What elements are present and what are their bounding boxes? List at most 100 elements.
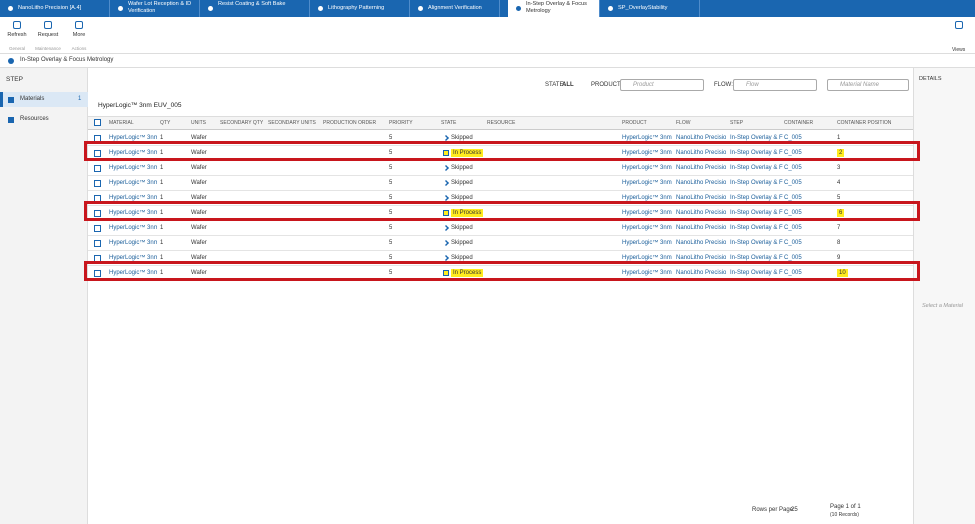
tab[interactable]: Alignment Verification [410, 0, 500, 17]
cell-container[interactable]: C_005 [784, 135, 802, 141]
column-header[interactable]: STEP [730, 120, 744, 126]
cell-product[interactable]: HyperLogic™ 3nm [622, 210, 672, 216]
cell-container[interactable]: C_005 [784, 165, 802, 171]
material-input[interactable]: Material Name [827, 79, 909, 91]
row-checkbox[interactable] [94, 225, 101, 232]
column-header[interactable]: STATE [441, 120, 457, 126]
tab[interactable]: SP_OverlayStability [600, 0, 700, 17]
cell-step[interactable]: In-Step Overlay & F [730, 240, 783, 246]
state-value[interactable]: ALL [562, 82, 574, 88]
cell-step[interactable]: In-Step Overlay & F [730, 270, 783, 276]
cell-flow[interactable]: NanoLitho Precisio [676, 240, 727, 246]
column-header[interactable]: FLOW [676, 120, 691, 126]
tab-icon [118, 6, 123, 11]
cell-container[interactable]: C_005 [784, 210, 802, 216]
cell-container[interactable]: C_005 [784, 270, 802, 276]
cell-flow[interactable]: NanoLitho Precisio [676, 195, 727, 201]
column-header[interactable]: UNITS [191, 120, 206, 126]
tab[interactable]: Lithography Patterning [310, 0, 410, 17]
cell-product[interactable]: HyperLogic™ 3nm [622, 135, 672, 141]
cell-product[interactable]: HyperLogic™ 3nm [622, 180, 672, 186]
cell-flow[interactable]: NanoLitho Precisio [676, 135, 727, 141]
row-checkbox[interactable] [94, 210, 101, 217]
button-label: Refresh [7, 32, 27, 38]
tab[interactable]: Resist Coating & Soft Bake [200, 0, 310, 17]
cell-material[interactable]: HyperLogic™ 3nm [109, 180, 157, 186]
cell-step[interactable]: In-Step Overlay & F [730, 210, 783, 216]
cell-product[interactable]: HyperLogic™ 3nm [622, 195, 672, 201]
cell-material[interactable]: HyperLogic™ 3nm [109, 150, 157, 156]
cell-flow[interactable]: NanoLitho Precisio [676, 270, 727, 276]
column-header[interactable]: SECONDARY UNITS [268, 120, 316, 126]
tab[interactable]: NanoLitho Precision [A.4] [0, 0, 110, 17]
flow-label: FLOW: [714, 82, 733, 88]
column-header[interactable]: PRODUCTION ORDER [323, 120, 377, 126]
cell-product[interactable]: HyperLogic™ 3nm [622, 150, 672, 156]
cell-product[interactable]: HyperLogic™ 3nm [622, 240, 672, 246]
cell-product[interactable]: HyperLogic™ 3nm [622, 255, 672, 261]
cell-step[interactable]: In-Step Overlay & F [730, 195, 783, 201]
column-header[interactable]: QTY [160, 120, 171, 126]
tab[interactable]: In-Step Overlay & Focus Metrology [508, 0, 600, 17]
cell-position: 2 [837, 146, 845, 161]
cell-flow[interactable]: NanoLitho Precisio [676, 180, 727, 186]
cell-container[interactable]: C_005 [784, 255, 802, 261]
column-header[interactable]: RESOURCE [487, 120, 516, 126]
row-checkbox[interactable] [94, 270, 101, 277]
column-header[interactable]: MATERIAL [109, 120, 134, 126]
column-header[interactable]: PRIORITY [389, 120, 413, 126]
cell-step[interactable]: In-Step Overlay & F [730, 135, 783, 141]
cell-flow[interactable]: NanoLitho Precisio [676, 150, 727, 156]
cell-material[interactable]: HyperLogic™ 3nm [109, 240, 157, 246]
page-info: Page 1 of 1 [830, 504, 861, 510]
cell-product[interactable]: HyperLogic™ 3nm [622, 165, 672, 171]
cell-material[interactable]: HyperLogic™ 3nm [109, 210, 157, 216]
toolbar-button[interactable]: Refresh [4, 21, 30, 38]
cell-step[interactable]: In-Step Overlay & F [730, 180, 783, 186]
product-input[interactable]: Product [620, 79, 704, 91]
row-checkbox[interactable] [94, 180, 101, 187]
cell-product[interactable]: HyperLogic™ 3nm [622, 270, 672, 276]
rows-per-page-value[interactable]: 25 [791, 507, 798, 513]
cell-container[interactable]: C_005 [784, 180, 802, 186]
cell-material[interactable]: HyperLogic™ 3nm [109, 255, 157, 261]
cell-material[interactable]: HyperLogic™ 3nm [109, 195, 157, 201]
side-item[interactable]: Resources [20, 116, 49, 122]
cell-container[interactable]: C_005 [784, 225, 802, 231]
cell-step[interactable]: In-Step Overlay & F [730, 150, 783, 156]
cell-flow[interactable]: NanoLitho Precisio [676, 165, 727, 171]
cell-material[interactable]: HyperLogic™ 3nm [109, 165, 157, 171]
cell-flow[interactable]: NanoLitho Precisio [676, 210, 727, 216]
column-header[interactable]: PRODUCT [622, 120, 647, 126]
tab-bar: NanoLitho Precision [A.4] Wafer Lot Recep… [0, 0, 975, 17]
row-checkbox[interactable] [94, 165, 101, 172]
row-divider [88, 175, 913, 176]
cell-step[interactable]: In-Step Overlay & F [730, 255, 783, 261]
cell-container[interactable]: C_005 [784, 240, 802, 246]
flow-input[interactable]: Flow [733, 79, 817, 91]
tab[interactable]: Wafer Lot Reception & ID Verification [110, 0, 200, 17]
cell-product[interactable]: HyperLogic™ 3nm [622, 225, 672, 231]
side-item[interactable]: Materials [20, 96, 45, 102]
views-button[interactable] [946, 21, 972, 32]
cell-material[interactable]: HyperLogic™ 3nm [109, 270, 157, 276]
column-header[interactable]: CONTAINER POSITION [837, 120, 892, 126]
cell-flow[interactable]: NanoLitho Precisio [676, 255, 727, 261]
highlighted-text: In Process [451, 149, 484, 157]
column-header[interactable]: CONTAINER [784, 120, 814, 126]
cell-step[interactable]: In-Step Overlay & F [730, 165, 783, 171]
row-divider [88, 205, 913, 206]
cell-step[interactable]: In-Step Overlay & F [730, 225, 783, 231]
row-checkbox[interactable] [94, 150, 101, 157]
cell-flow[interactable]: NanoLitho Precisio [676, 225, 727, 231]
cell-material[interactable]: HyperLogic™ 3nm [109, 225, 157, 231]
column-header[interactable]: SECONDARY QTY [220, 120, 264, 126]
cell-material[interactable]: HyperLogic™ 3nm [109, 135, 157, 141]
cell-priority: 5 [389, 225, 393, 231]
cell-container[interactable]: C_005 [784, 150, 802, 156]
toolbar-button[interactable]: Request [35, 21, 61, 38]
tab-label: Lithography Patterning [328, 5, 385, 11]
toolbar-button[interactable]: More [66, 21, 92, 38]
row-checkbox[interactable] [94, 240, 101, 247]
cell-container[interactable]: C_005 [784, 195, 802, 201]
